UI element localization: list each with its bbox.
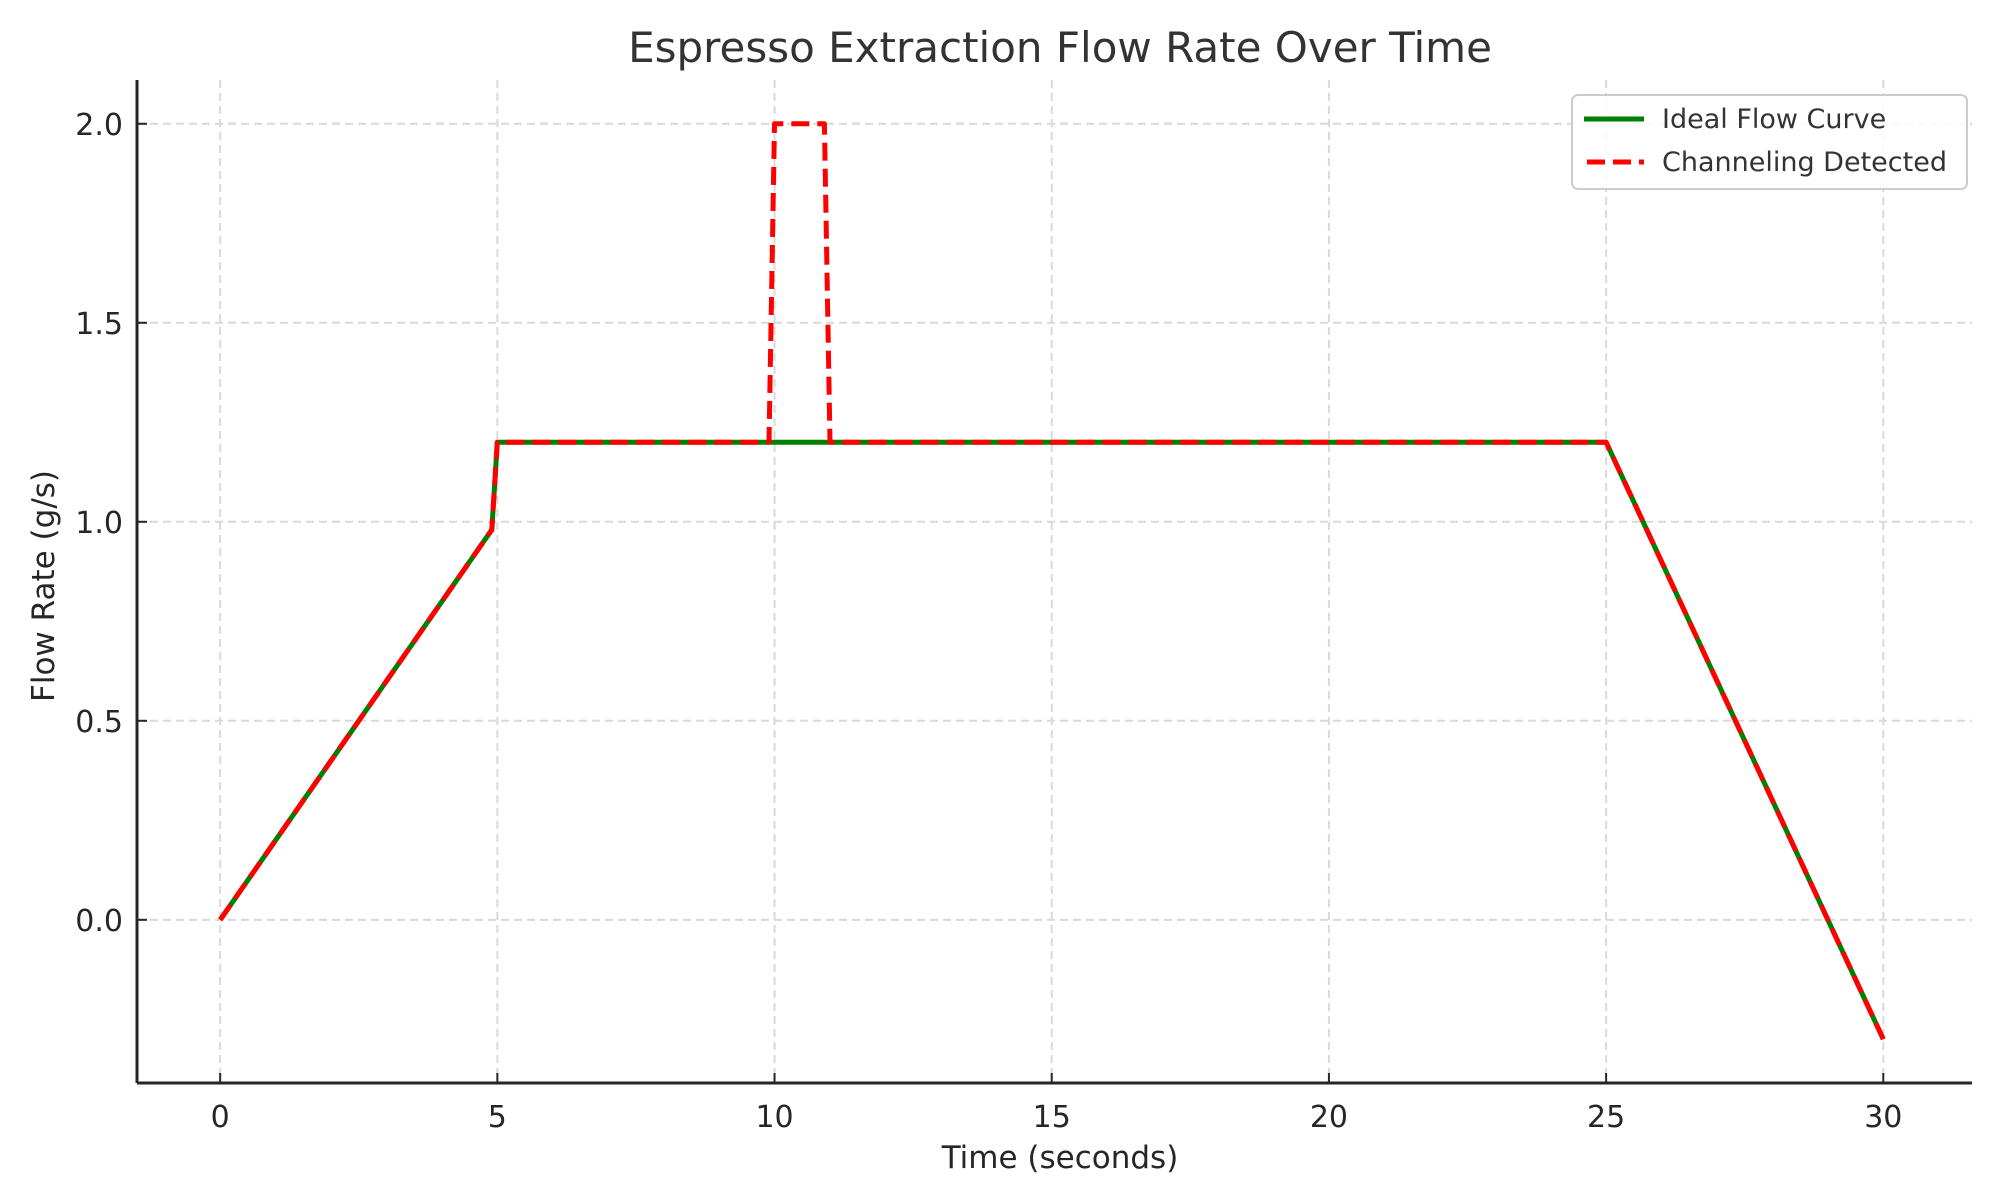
y-tick-label: 1.0 (75, 506, 123, 541)
y-tick-label: 0.5 (75, 705, 123, 740)
x-tick-label: 15 (1033, 1100, 1071, 1135)
ideal-flow-curve-line (218, 439, 1886, 1041)
y-tick-label: 0.0 (75, 904, 123, 939)
axes (135, 80, 1972, 1085)
legend: Ideal Flow Curve Channeling Detected (1571, 94, 1968, 190)
y-axis-label: Flow Rate (g/s) (26, 470, 62, 702)
data-series (218, 121, 1886, 1041)
x-tick-label: 25 (1587, 1100, 1625, 1135)
y-tick-label: 2.0 (75, 108, 123, 143)
legend-entry-label: Channeling Detected (1662, 147, 1947, 178)
x-tick-label: 30 (1864, 1100, 1902, 1135)
x-axis-label: Time (seconds) (941, 1140, 1179, 1176)
channeling-detected-line (218, 121, 1886, 1041)
x-tick-label: 20 (1310, 1100, 1348, 1135)
x-axis-ticks: 0 5 10 15 20 25 30 (211, 1073, 1902, 1135)
legend-frame (1571, 94, 1968, 190)
x-tick-label: 0 (211, 1100, 230, 1135)
chart-title: Espresso Extraction Flow Rate Over Time (628, 23, 1492, 72)
x-tick-label: 10 (755, 1100, 793, 1135)
grid-lines (137, 80, 1972, 1083)
y-tick-label: 1.5 (75, 307, 123, 342)
x-tick-label: 5 (488, 1100, 507, 1135)
legend-entry-label: Ideal Flow Curve (1662, 104, 1886, 135)
y-axis-ticks: 0.0 0.5 1.0 1.5 2.0 (75, 108, 147, 939)
